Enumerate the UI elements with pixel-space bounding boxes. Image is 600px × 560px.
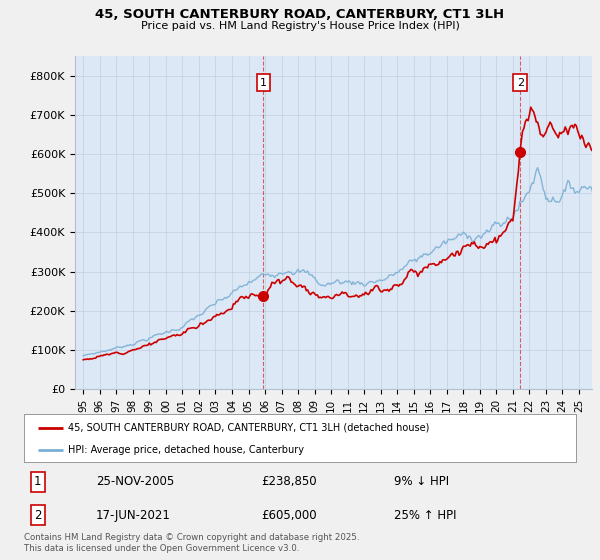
Text: HPI: Average price, detached house, Canterbury: HPI: Average price, detached house, Cant… (68, 445, 304, 455)
Text: £605,000: £605,000 (262, 508, 317, 521)
Text: 9% ↓ HPI: 9% ↓ HPI (394, 475, 449, 488)
Text: £238,850: £238,850 (262, 475, 317, 488)
Text: 25-NOV-2005: 25-NOV-2005 (96, 475, 174, 488)
Text: 2: 2 (517, 78, 524, 88)
Text: 25% ↑ HPI: 25% ↑ HPI (394, 508, 457, 521)
Text: 1: 1 (260, 78, 267, 88)
Text: 45, SOUTH CANTERBURY ROAD, CANTERBURY, CT1 3LH: 45, SOUTH CANTERBURY ROAD, CANTERBURY, C… (95, 8, 505, 21)
Text: 45, SOUTH CANTERBURY ROAD, CANTERBURY, CT1 3LH (detached house): 45, SOUTH CANTERBURY ROAD, CANTERBURY, C… (68, 423, 430, 433)
Text: 17-JUN-2021: 17-JUN-2021 (96, 508, 170, 521)
Text: Price paid vs. HM Land Registry's House Price Index (HPI): Price paid vs. HM Land Registry's House … (140, 21, 460, 31)
Text: 2: 2 (34, 508, 41, 521)
Text: Contains HM Land Registry data © Crown copyright and database right 2025.
This d: Contains HM Land Registry data © Crown c… (24, 533, 359, 553)
Text: 1: 1 (34, 475, 41, 488)
